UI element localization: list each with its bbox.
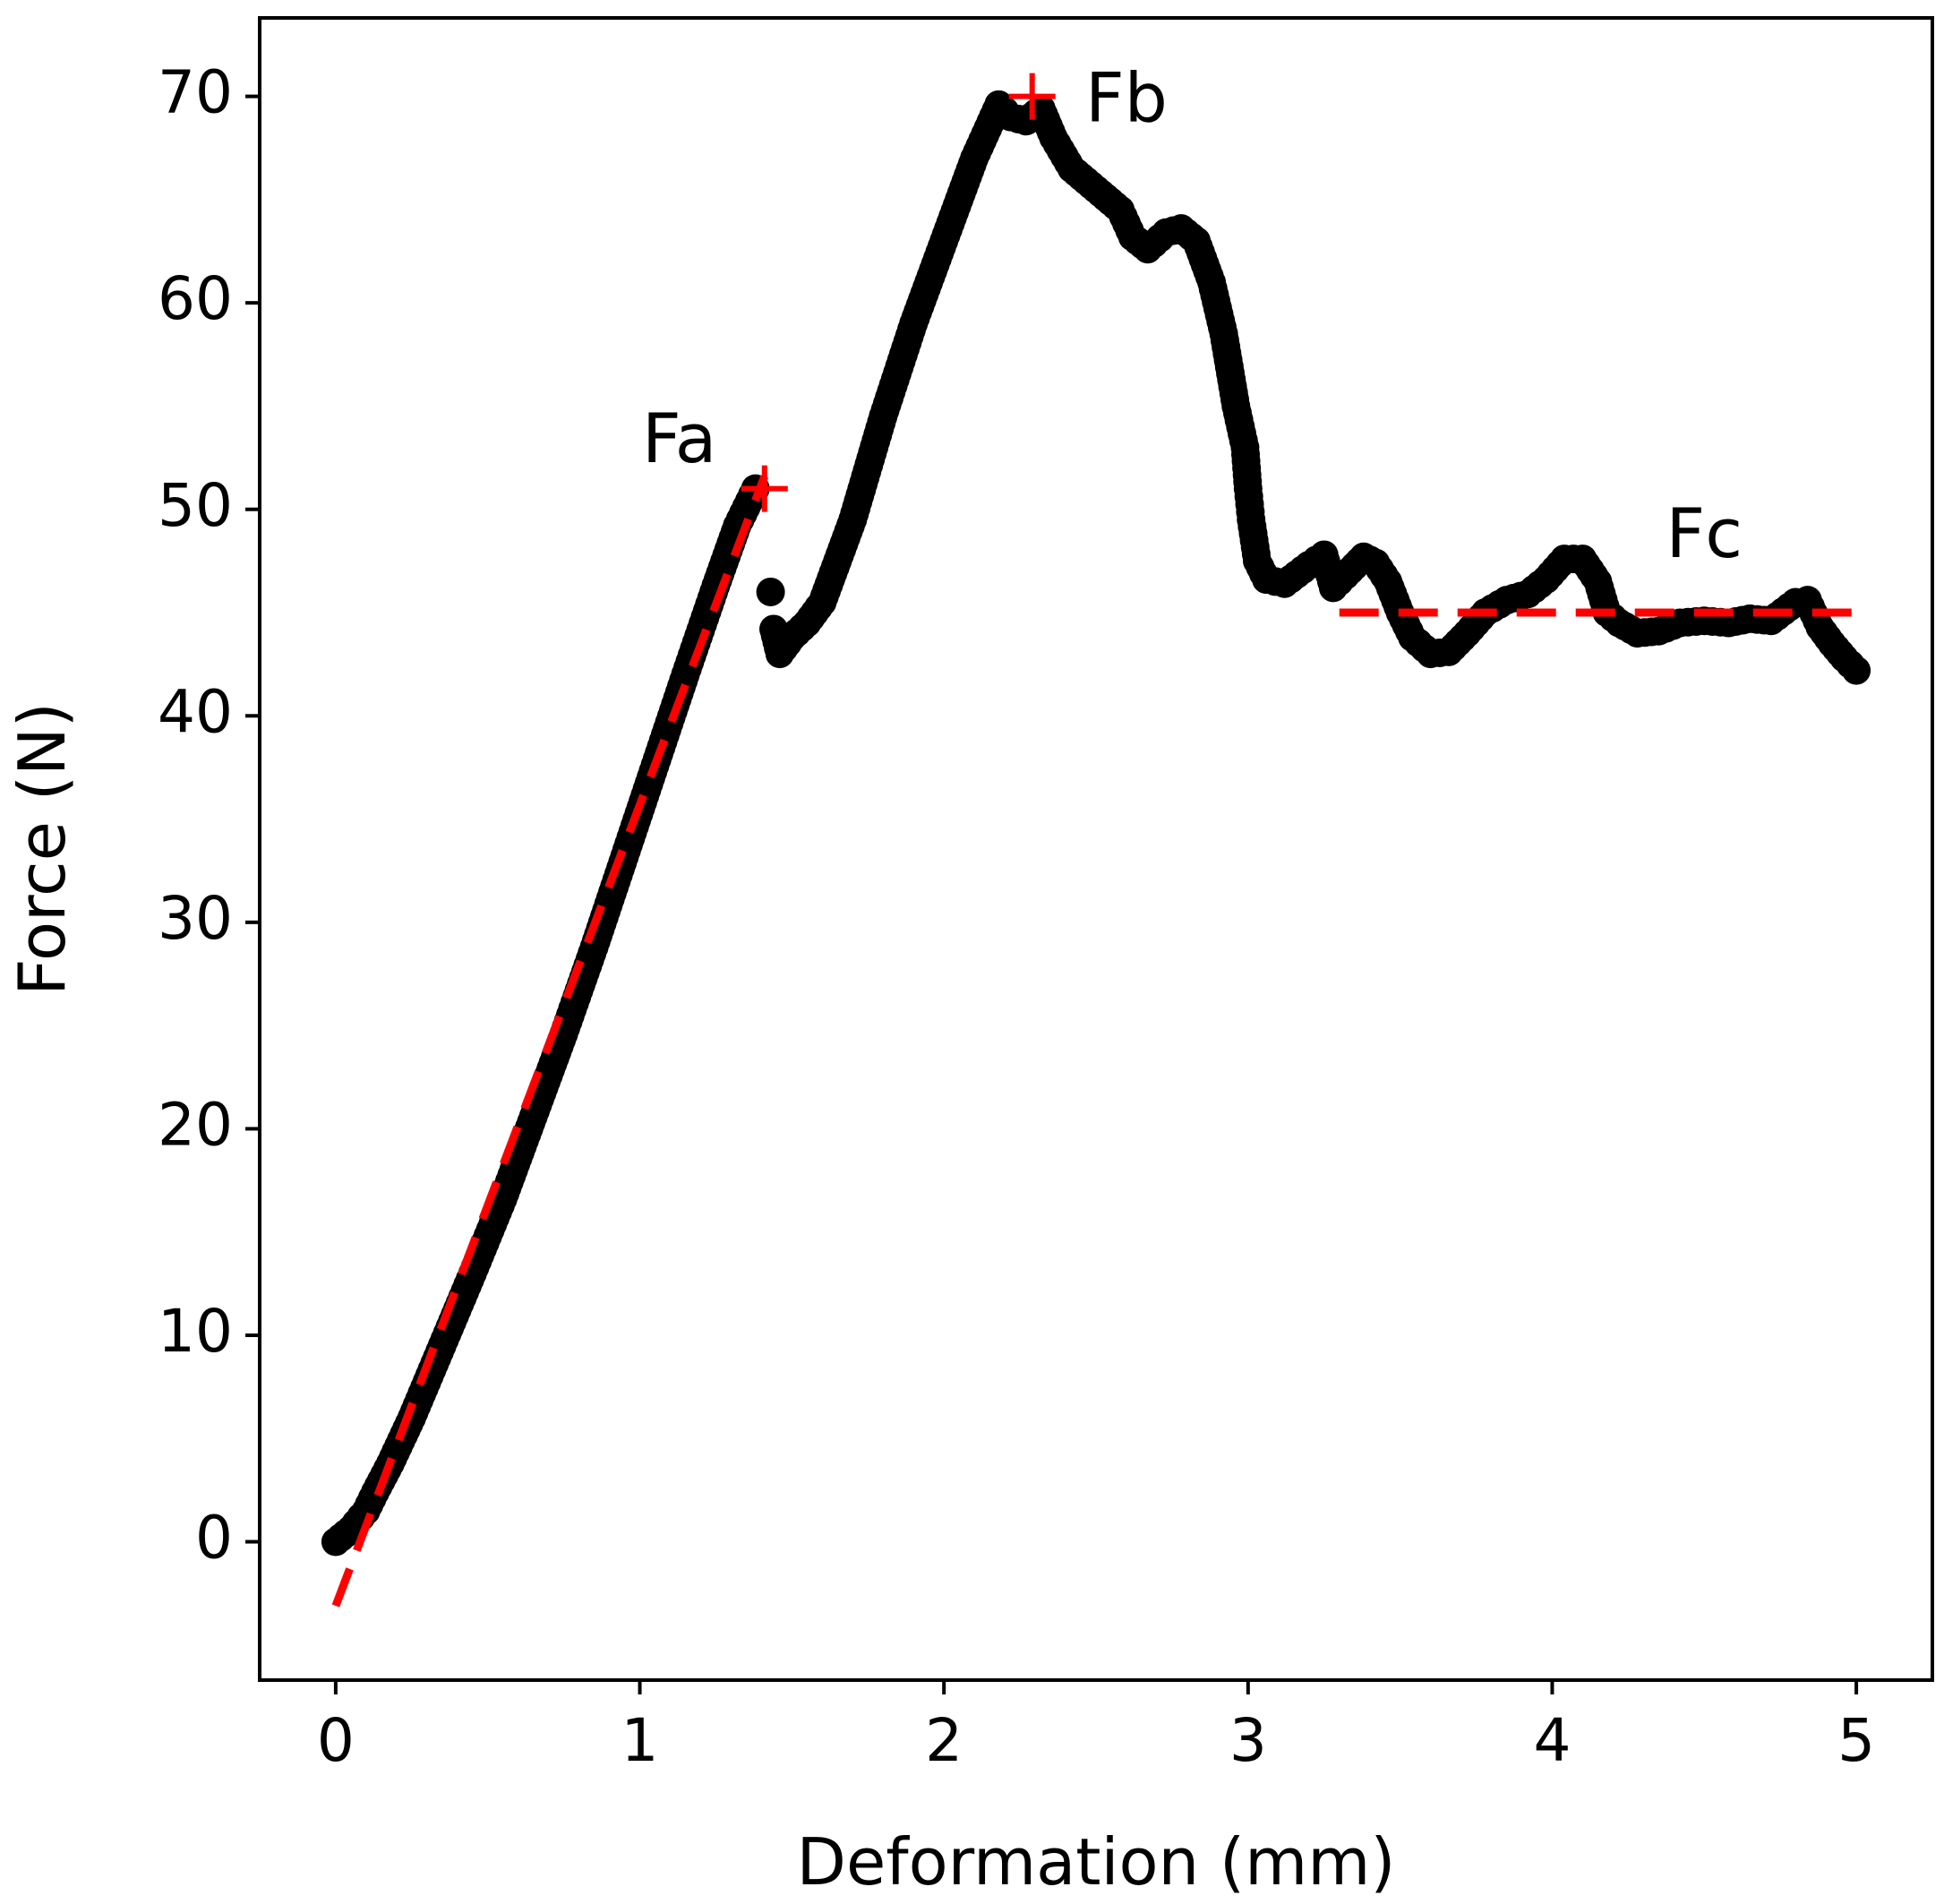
y-tick-label: 10 <box>158 1297 233 1366</box>
fb-label: Fb <box>1085 58 1168 138</box>
x-tick-label: 0 <box>317 1706 355 1775</box>
y-axis-title: Force (N) <box>4 702 80 996</box>
data-point <box>756 577 785 606</box>
x-tick-label: 5 <box>1837 1706 1875 1775</box>
fit-layer <box>331 475 1857 1608</box>
y-tick-label: 0 <box>195 1504 233 1573</box>
y-tick-label: 50 <box>158 471 233 540</box>
axes-frame <box>258 16 1934 1682</box>
x-tick-label: 1 <box>621 1706 659 1775</box>
marker-layer: Fa Fb Fc <box>642 58 1743 573</box>
y-tick-label: 30 <box>158 884 233 953</box>
x-tick-label: 2 <box>925 1706 963 1775</box>
data-point <box>1842 656 1871 685</box>
y-tick-label: 20 <box>158 1090 233 1159</box>
fc-label: Fc <box>1666 493 1743 573</box>
x-axis-title: Deformation (mm) <box>797 1824 1396 1900</box>
y-tick-label: 40 <box>158 677 233 746</box>
label-layer: Deformation (mm) Force (N) <box>4 702 1396 1900</box>
linear-fit-line <box>331 475 769 1608</box>
y-tick-label: 70 <box>158 58 233 127</box>
fa-label: Fa <box>642 399 716 478</box>
x-tick-label: 4 <box>1533 1706 1571 1775</box>
y-tick-label: 60 <box>158 264 233 333</box>
x-tick-label: 3 <box>1229 1706 1267 1775</box>
